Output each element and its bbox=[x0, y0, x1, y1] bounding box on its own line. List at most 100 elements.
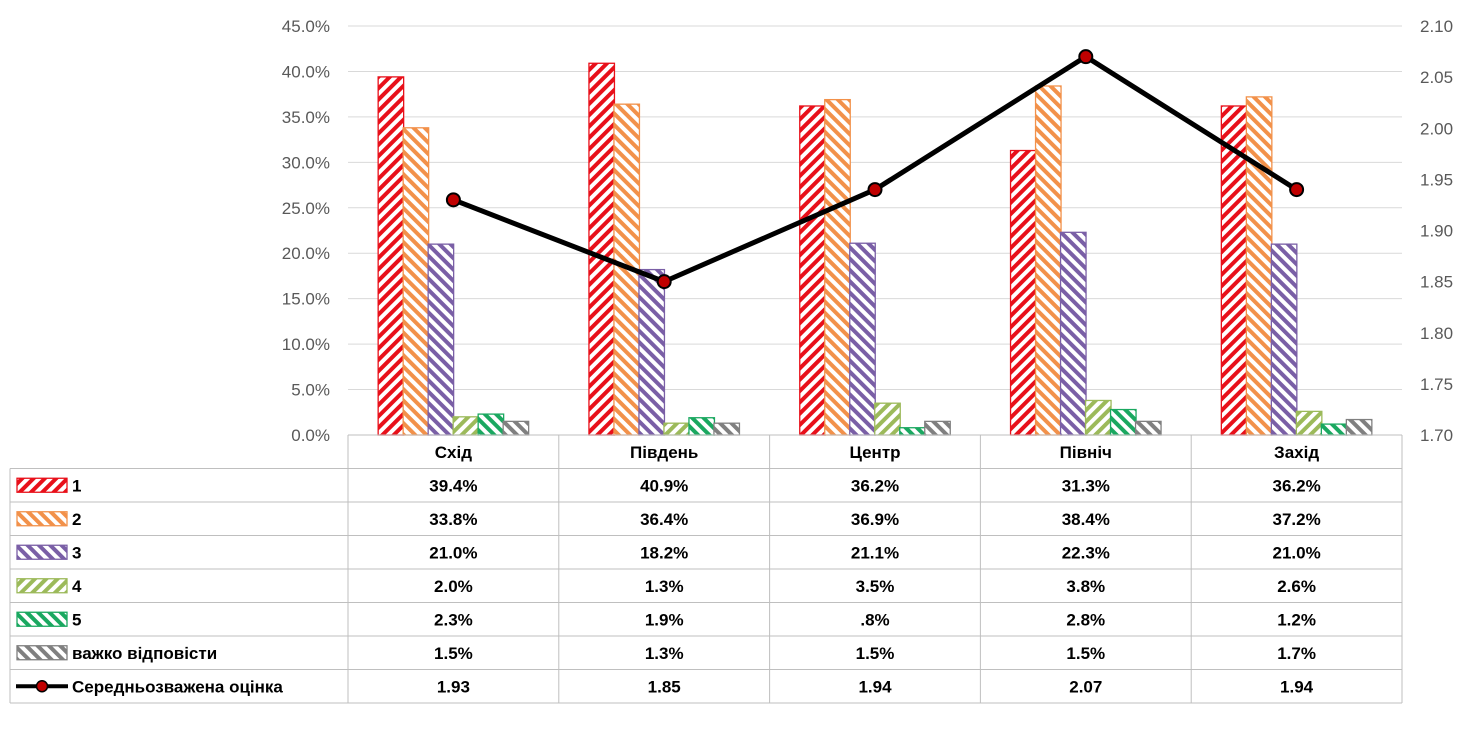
bar bbox=[1245, 96, 1273, 436]
bar bbox=[588, 62, 616, 436]
left-tick-label: 5.0% bbox=[291, 381, 330, 400]
table-cell: 36.4% bbox=[640, 510, 688, 529]
bar bbox=[1345, 418, 1373, 436]
bars bbox=[377, 62, 1373, 436]
category-label: Захід bbox=[1274, 443, 1319, 462]
legend-key bbox=[16, 544, 68, 560]
left-tick-label: 30.0% bbox=[282, 153, 330, 172]
table-cell: 22.3% bbox=[1062, 543, 1110, 562]
right-tick-label: 1.80 bbox=[1420, 324, 1453, 343]
series-name: 3 bbox=[72, 543, 81, 562]
bar bbox=[824, 98, 851, 436]
bar bbox=[663, 422, 691, 436]
data-table: Схід Південь Центр Північ Захід 1 39.4% 40.9% 36… bbox=[9, 434, 1403, 704]
right-tick-label: 1.85 bbox=[1420, 273, 1453, 292]
table-cell: 1.94 bbox=[858, 677, 892, 696]
bar bbox=[799, 105, 826, 436]
table-cell: 1.5% bbox=[1066, 644, 1105, 663]
left-tick-label: 25.0% bbox=[282, 199, 330, 218]
bar bbox=[502, 420, 530, 436]
bar bbox=[402, 127, 430, 436]
table-cell: 3.8% bbox=[1066, 577, 1105, 596]
table-cell: 21.1% bbox=[851, 543, 899, 562]
right-tick-label: 2.10 bbox=[1420, 17, 1453, 36]
right-tick-label: 2.00 bbox=[1420, 119, 1453, 138]
table-cell: 40.9% bbox=[640, 476, 688, 495]
left-axis: 0.0% 5.0% 10.0% 15.0% 20.0% 25.0% 30.0% 35.0% 40… bbox=[282, 17, 330, 445]
bar bbox=[377, 76, 405, 436]
right-tick-label: 2.05 bbox=[1420, 68, 1453, 87]
bar bbox=[1220, 105, 1248, 436]
table-cell: 2.07 bbox=[1069, 677, 1102, 696]
table-cell: 1.9% bbox=[645, 610, 684, 629]
legend-key bbox=[16, 611, 68, 627]
left-tick-label: 45.0% bbox=[282, 17, 330, 36]
right-axis: 1.70 1.75 1.80 1.85 1.90 1.95 2.00 2.05 2.10 bbox=[1420, 17, 1453, 445]
line-point bbox=[1289, 182, 1305, 198]
bar bbox=[1034, 85, 1062, 436]
bar bbox=[688, 417, 716, 436]
table-cell: .8% bbox=[860, 610, 889, 629]
series-name: важко відповісти bbox=[72, 644, 217, 663]
bar bbox=[1320, 423, 1348, 436]
line-point bbox=[445, 192, 461, 208]
table-cell: 2.8% bbox=[1066, 610, 1105, 629]
series-name: 1 bbox=[72, 476, 81, 495]
bar bbox=[899, 427, 926, 436]
table-cell: 1.3% bbox=[645, 577, 684, 596]
table-cell: 3.5% bbox=[856, 577, 895, 596]
line-point bbox=[656, 274, 672, 290]
table-cell: 1.3% bbox=[645, 644, 684, 663]
table-cell: 2.6% bbox=[1277, 577, 1316, 596]
legend-key bbox=[16, 511, 68, 527]
table-cell: 38.4% bbox=[1062, 510, 1110, 529]
bar bbox=[1109, 408, 1137, 436]
table-cell: 18.2% bbox=[640, 543, 688, 562]
category-label: Центр bbox=[849, 443, 900, 462]
legend-key bbox=[16, 477, 68, 493]
category-label: Південь bbox=[630, 443, 698, 462]
category-label: Північ bbox=[1060, 443, 1112, 462]
table-cell: 36.2% bbox=[1272, 476, 1320, 495]
average-line bbox=[445, 49, 1305, 290]
table-cell: 1.85 bbox=[648, 677, 681, 696]
left-tick-label: 20.0% bbox=[282, 244, 330, 263]
series-name: 2 bbox=[72, 510, 81, 529]
line-point bbox=[867, 182, 883, 198]
left-tick-label: 35.0% bbox=[282, 108, 330, 127]
line-point bbox=[1078, 49, 1094, 65]
bar bbox=[1270, 243, 1298, 436]
bar bbox=[452, 416, 480, 436]
bar bbox=[924, 420, 951, 436]
bar bbox=[849, 242, 876, 436]
table-cell: 1.5% bbox=[856, 644, 895, 663]
bar bbox=[1295, 410, 1323, 436]
bar bbox=[1009, 149, 1037, 436]
bar bbox=[874, 402, 901, 436]
table-cell: 1.5% bbox=[434, 644, 473, 663]
bar bbox=[638, 268, 666, 436]
category-label: Схід bbox=[435, 443, 472, 462]
table-cell: 2.3% bbox=[434, 610, 473, 629]
left-tick-label: 10.0% bbox=[282, 335, 330, 354]
bar bbox=[477, 413, 505, 436]
right-tick-label: 1.75 bbox=[1420, 375, 1453, 394]
table-cell: 31.3% bbox=[1062, 476, 1110, 495]
legend-key bbox=[16, 645, 68, 661]
bar bbox=[713, 422, 741, 436]
table-cell: 36.2% bbox=[851, 476, 899, 495]
table-cell: 37.2% bbox=[1272, 510, 1320, 529]
bar bbox=[1134, 420, 1162, 436]
right-tick-label: 1.70 bbox=[1420, 426, 1453, 445]
bar bbox=[1059, 231, 1087, 436]
right-tick-label: 1.90 bbox=[1420, 222, 1453, 241]
bar bbox=[427, 243, 455, 436]
table-cell: 21.0% bbox=[1272, 543, 1320, 562]
table-cell: 1.7% bbox=[1277, 644, 1316, 663]
bar bbox=[1084, 399, 1112, 436]
table-cell: 1.94 bbox=[1280, 677, 1314, 696]
table-cell: 21.0% bbox=[429, 543, 477, 562]
legend-key bbox=[16, 578, 68, 594]
left-tick-label: 0.0% bbox=[291, 426, 330, 445]
